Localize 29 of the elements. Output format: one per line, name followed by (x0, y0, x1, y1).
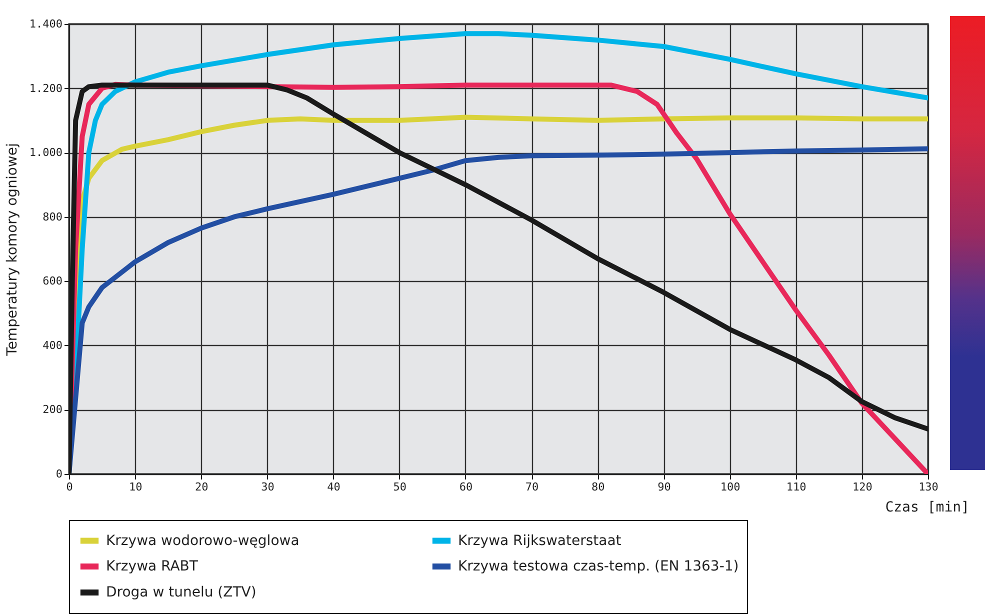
x-tick-label: 50 (393, 480, 407, 494)
x-tick-label: 40 (327, 480, 340, 494)
x-tick-label: 130 (918, 480, 938, 494)
y-tick-label: 400 (42, 338, 62, 352)
x-tick-label: 80 (591, 480, 605, 494)
x-tick-label: 120 (852, 480, 872, 494)
y-axis-title: Temperatury komory ogniowej (4, 143, 20, 357)
y-tick-label: 200 (42, 403, 62, 416)
y-tick-label: 800 (42, 210, 62, 224)
y-tick-label: 600 (42, 274, 62, 288)
x-tick-label: 10 (128, 480, 142, 494)
x-tick-label: 110 (786, 480, 806, 494)
x-axis-title: Czas [min] (885, 500, 970, 516)
legend-label: Krzywa testowa czas-temp. (EN 1363-1) (458, 558, 739, 574)
x-tick-label: 60 (459, 480, 473, 494)
legend-label: Krzywa wodorowo-węglowa (106, 532, 300, 549)
legend-label: Krzywa RABT (106, 558, 198, 574)
y-tick-label: 0 (56, 468, 62, 480)
x-tick-label: 90 (658, 480, 671, 494)
legend-label: Krzywa Rijkswaterstaat (458, 532, 622, 549)
x-tick-label: 0 (66, 480, 73, 494)
x-tick-label: 70 (525, 480, 539, 494)
x-tick-label: 100 (720, 480, 740, 494)
legend-label: Droga w tunelu (ZTV) (106, 584, 256, 600)
y-tick-label: 1.400 (29, 18, 62, 30)
x-tick-label: 20 (195, 480, 208, 494)
y-tick-label: 1.000 (29, 146, 62, 160)
x-tick-label: 30 (261, 480, 274, 494)
y-tick-label: 1.200 (29, 82, 62, 95)
